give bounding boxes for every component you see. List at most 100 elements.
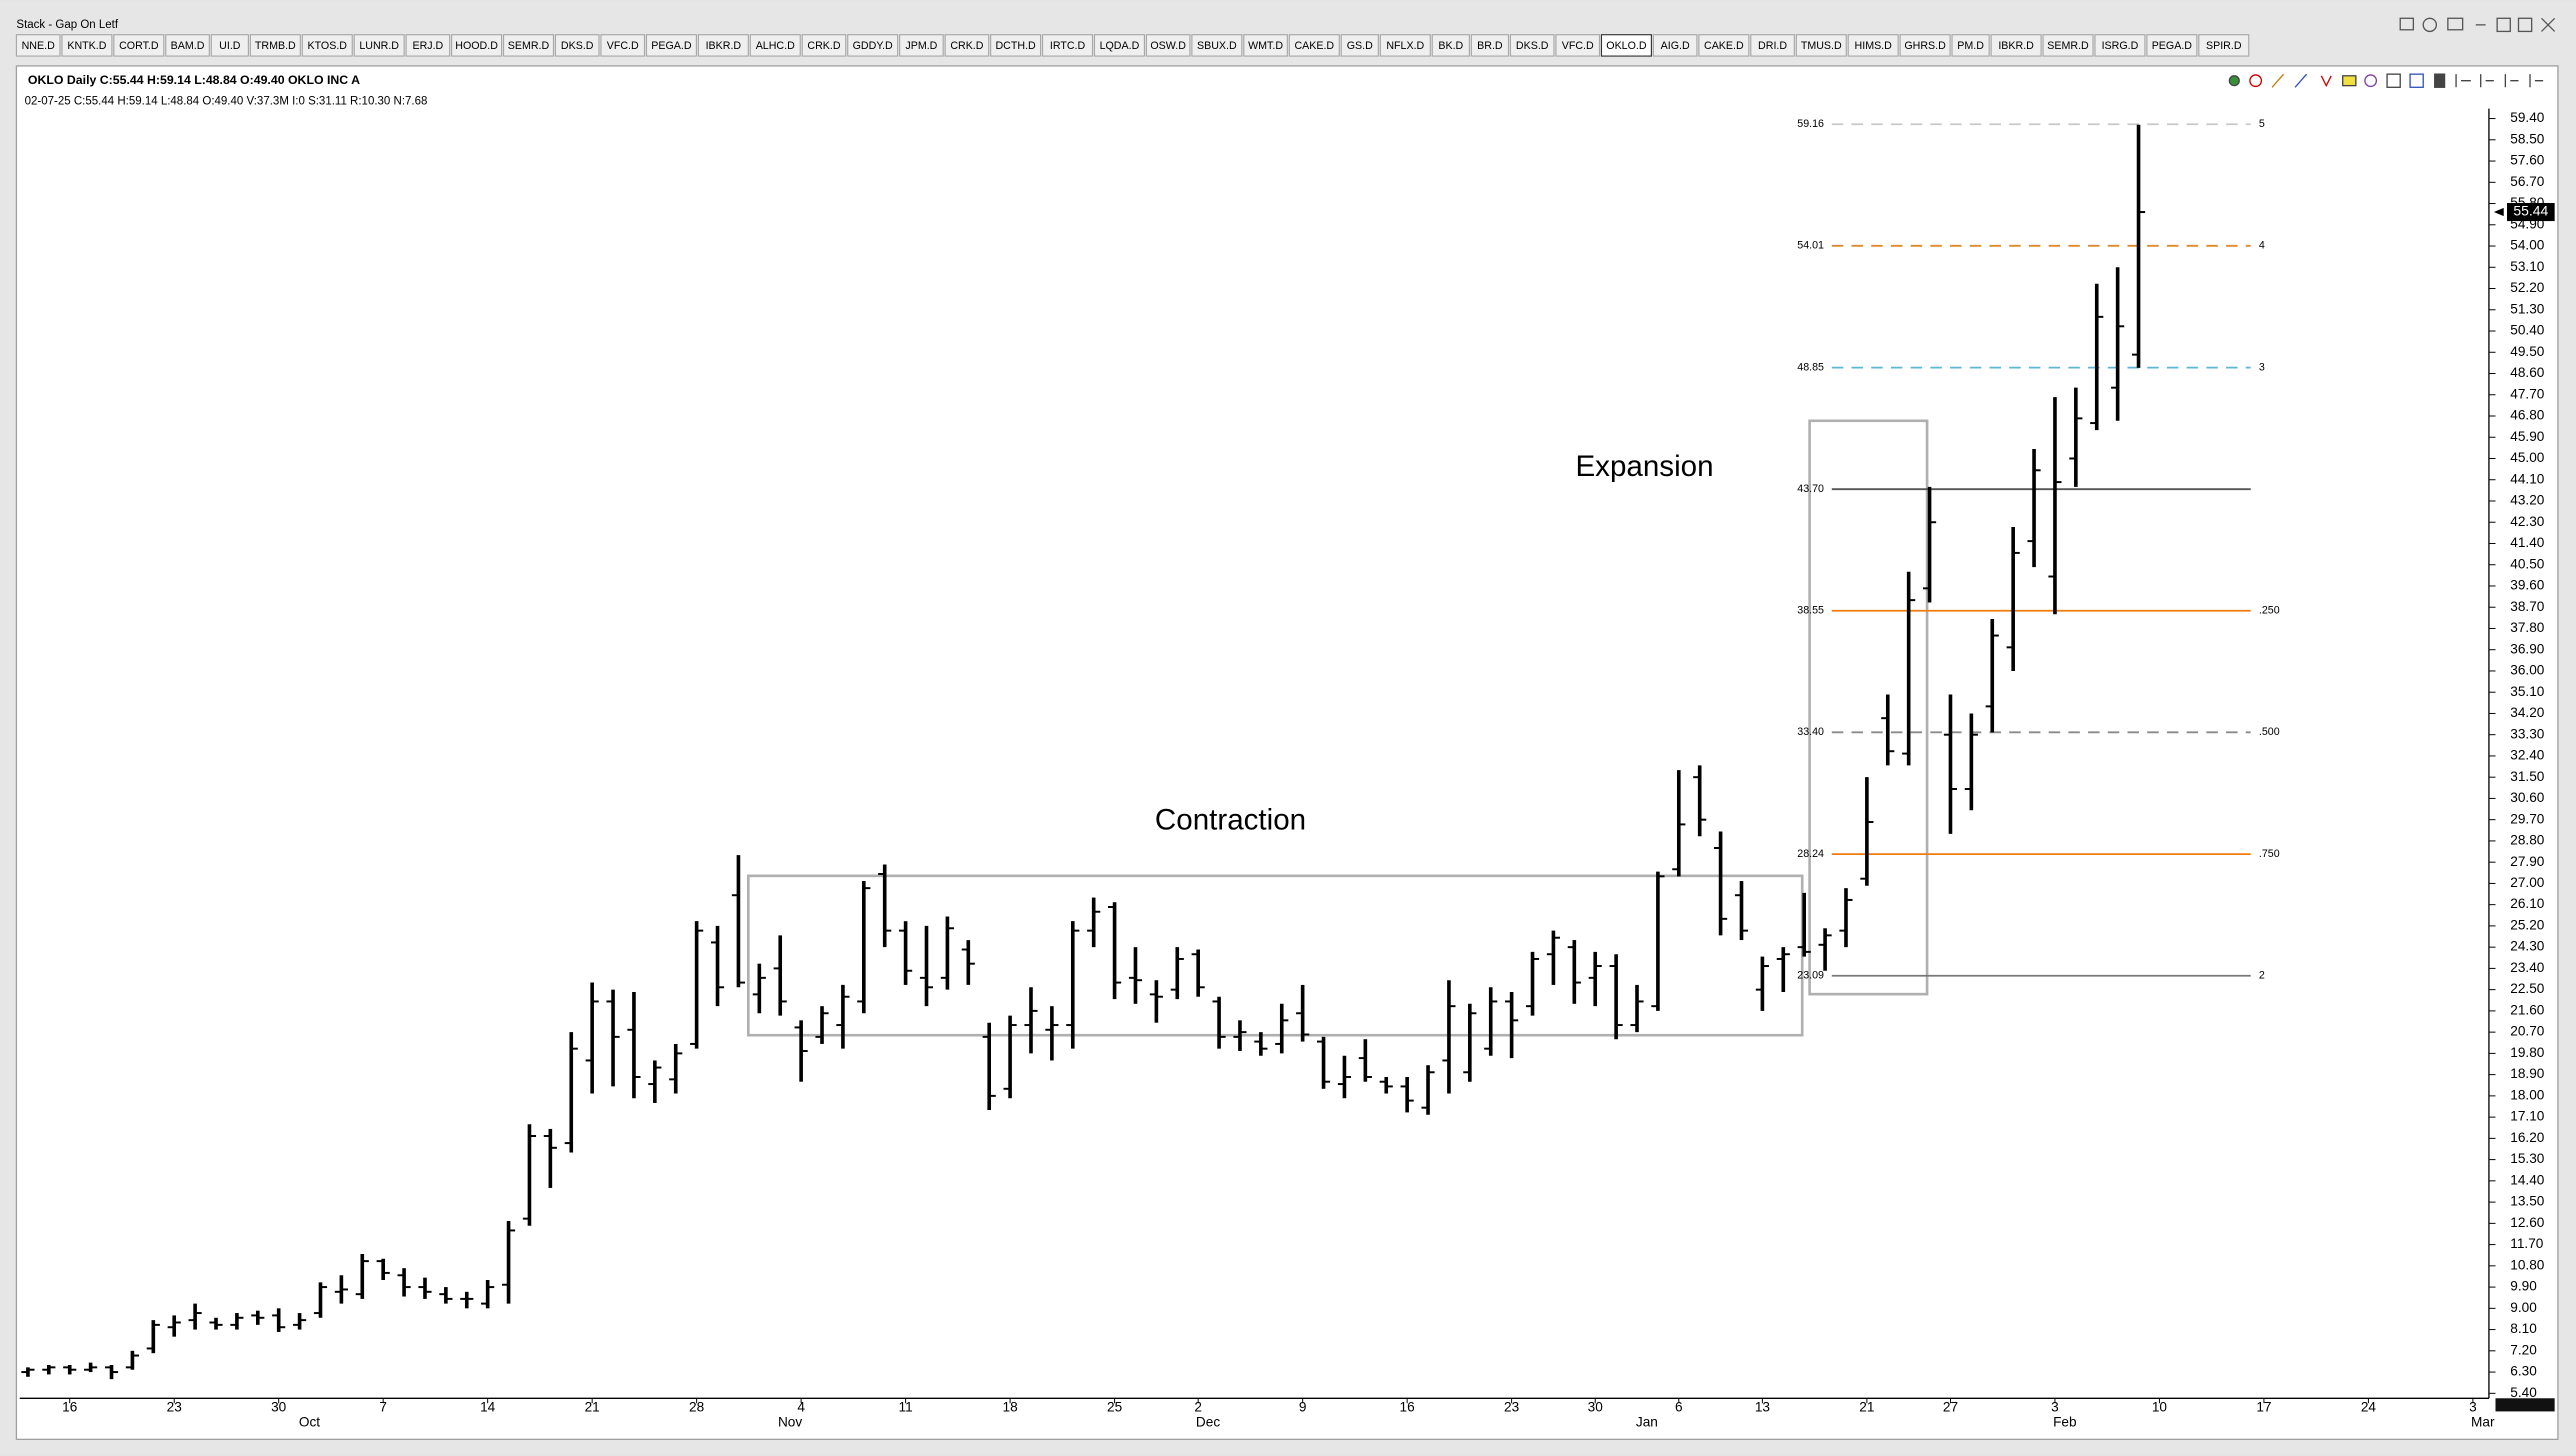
symbol-tab-label[interactable]: ERJ.D	[412, 40, 443, 52]
symbol-tab-label[interactable]: CAKE.D	[1704, 40, 1744, 52]
symbol-tab-label[interactable]: IBKR.D	[1998, 40, 2034, 52]
symbol-tab[interactable]	[301, 34, 353, 57]
help-icon[interactable]	[2422, 17, 2438, 33]
symbol-tab[interactable]	[1899, 34, 1951, 57]
scroll-indicator[interactable]	[2495, 1398, 2555, 1412]
symbol-tab-label[interactable]: DKS.D	[561, 40, 594, 52]
tool-icon[interactable]	[2228, 75, 2240, 87]
symbol-tab-label[interactable]: CRK.D	[950, 40, 983, 52]
symbol-tab-label[interactable]: AIG.D	[1661, 40, 1690, 52]
symbol-tab-label[interactable]: BAM.D	[171, 40, 205, 52]
symbol-tab[interactable]	[1847, 34, 1899, 57]
symbol-tab[interactable]	[1288, 34, 1340, 57]
symbol-tab[interactable]	[847, 34, 899, 57]
symbol-tab[interactable]	[15, 34, 61, 57]
tool-icon[interactable]	[2480, 74, 2494, 88]
symbol-tab-label[interactable]: NFLX.D	[1386, 40, 1424, 52]
symbol-tab[interactable]	[2094, 34, 2146, 57]
symbol-tab[interactable]	[61, 34, 113, 57]
symbol-tab-label[interactable]: OKLO.D	[1606, 40, 1647, 52]
symbol-tab[interactable]	[1509, 34, 1555, 57]
symbol-tab[interactable]	[210, 34, 249, 57]
close-button[interactable]	[2541, 17, 2556, 32]
symbol-tab[interactable]	[1652, 34, 1698, 57]
symbol-tab[interactable]	[2198, 34, 2250, 57]
symbol-tab-label[interactable]: GHRS.D	[1904, 40, 1946, 52]
symbol-tab-label[interactable]: IBKR.D	[706, 40, 742, 52]
tool-icon[interactable]	[2320, 75, 2332, 88]
symbol-tab-label[interactable]: CRK.D	[807, 40, 840, 52]
symbol-tab[interactable]	[1041, 34, 1094, 57]
symbol-tab[interactable]	[990, 34, 1042, 57]
symbol-tab[interactable]	[405, 34, 451, 57]
tool-icon[interactable]	[2249, 74, 2263, 88]
symbol-tab-label[interactable]: VFC.D	[1562, 40, 1594, 52]
symbol-tab[interactable]	[2146, 34, 2198, 57]
symbol-tab[interactable]	[1093, 34, 1145, 57]
symbol-tab-label[interactable]: SEMR.D	[508, 40, 550, 52]
symbol-tab-label[interactable]: TMUS.D	[1801, 40, 1842, 52]
symbol-tab[interactable]	[353, 34, 405, 57]
symbol-tab-label[interactable]: HIMS.D	[1855, 40, 1893, 52]
tool-icon[interactable]	[2386, 73, 2401, 88]
symbol-tab-label[interactable]: KNTK.D	[67, 40, 106, 52]
tool-icon[interactable]	[2504, 74, 2519, 88]
symbol-tab-label[interactable]: NNE.D	[22, 40, 55, 52]
symbol-tab-label[interactable]: GDDY.D	[853, 40, 893, 52]
symbol-tab[interactable]	[554, 34, 600, 57]
control-icon[interactable]	[2447, 17, 2464, 31]
symbol-tab-label[interactable]: PEGA.D	[2152, 40, 2193, 52]
symbol-tab-label[interactable]: LUNR.D	[359, 40, 399, 52]
symbol-tab-label[interactable]: UI.D	[219, 40, 241, 52]
symbol-tab[interactable]	[1431, 34, 1470, 57]
symbol-tab[interactable]	[899, 34, 944, 57]
symbol-tab[interactable]	[1191, 34, 1243, 57]
symbol-tab-label[interactable]: PEGA.D	[651, 40, 692, 52]
symbol-tab-label[interactable]: DRI.D	[1758, 40, 1787, 52]
symbol-tab[interactable]	[1750, 34, 1795, 57]
symbol-tab[interactable]	[1990, 34, 2042, 57]
symbol-tab[interactable]	[1379, 34, 1431, 57]
symbol-tab-label[interactable]: CAKE.D	[1294, 40, 1334, 52]
symbol-tab[interactable]	[1698, 34, 1750, 57]
symbol-tab-label[interactable]: ALHC.D	[756, 40, 795, 52]
control-icon[interactable]	[2399, 17, 2415, 31]
symbol-tab[interactable]	[1600, 34, 1652, 57]
symbol-tab[interactable]	[801, 34, 847, 57]
symbol-tab[interactable]	[249, 34, 301, 57]
symbol-tab-label[interactable]: OSW.D	[1150, 40, 1186, 52]
tool-icon[interactable]	[2364, 74, 2378, 88]
symbol-tab[interactable]	[1951, 34, 1990, 57]
symbol-tab-label[interactable]: SEMR.D	[2047, 40, 2089, 52]
symbol-tab-label[interactable]: LQDA.D	[1100, 40, 1140, 52]
symbol-tab[interactable]	[645, 34, 697, 57]
tool-icon[interactable]	[2529, 74, 2544, 88]
symbol-tab[interactable]	[1243, 34, 1288, 57]
tool-icon[interactable]	[2455, 74, 2471, 88]
symbol-tab[interactable]	[944, 34, 990, 57]
symbol-tab[interactable]	[502, 34, 555, 57]
symbol-tab-label[interactable]: BK.D	[1438, 40, 1463, 52]
symbol-tab[interactable]	[165, 34, 210, 57]
symbol-tab-label[interactable]: GS.D	[1347, 40, 1373, 52]
symbol-tab-label[interactable]: TRMB.D	[255, 40, 296, 52]
tool-icon[interactable]	[2271, 73, 2285, 88]
symbol-tab[interactable]	[451, 34, 503, 57]
tool-icon[interactable]	[2342, 75, 2357, 87]
symbol-tab[interactable]	[1795, 34, 1847, 57]
symbol-tab-label[interactable]: VFC.D	[607, 40, 639, 52]
symbol-tab[interactable]	[600, 34, 646, 57]
symbol-tab-label[interactable]: HOOD.D	[455, 40, 498, 52]
symbol-tab-label[interactable]: SPIR.D	[2206, 40, 2242, 52]
symbol-tab[interactable]	[1470, 34, 1510, 57]
symbol-tab-label[interactable]: BR.D	[1477, 40, 1503, 52]
symbol-tab-label[interactable]: IRTC.D	[1050, 40, 1086, 52]
tool-icon[interactable]	[2409, 73, 2424, 88]
symbol-tab-label[interactable]: CORT.D	[119, 40, 159, 52]
tool-icon[interactable]	[2294, 73, 2308, 88]
symbol-tab[interactable]	[1145, 34, 1191, 57]
symbol-tab-label[interactable]: DKS.D	[1516, 40, 1549, 52]
symbol-tab-label[interactable]: JPM.D	[905, 40, 937, 52]
symbol-tab[interactable]	[749, 34, 801, 57]
symbol-tab[interactable]	[2042, 34, 2094, 57]
